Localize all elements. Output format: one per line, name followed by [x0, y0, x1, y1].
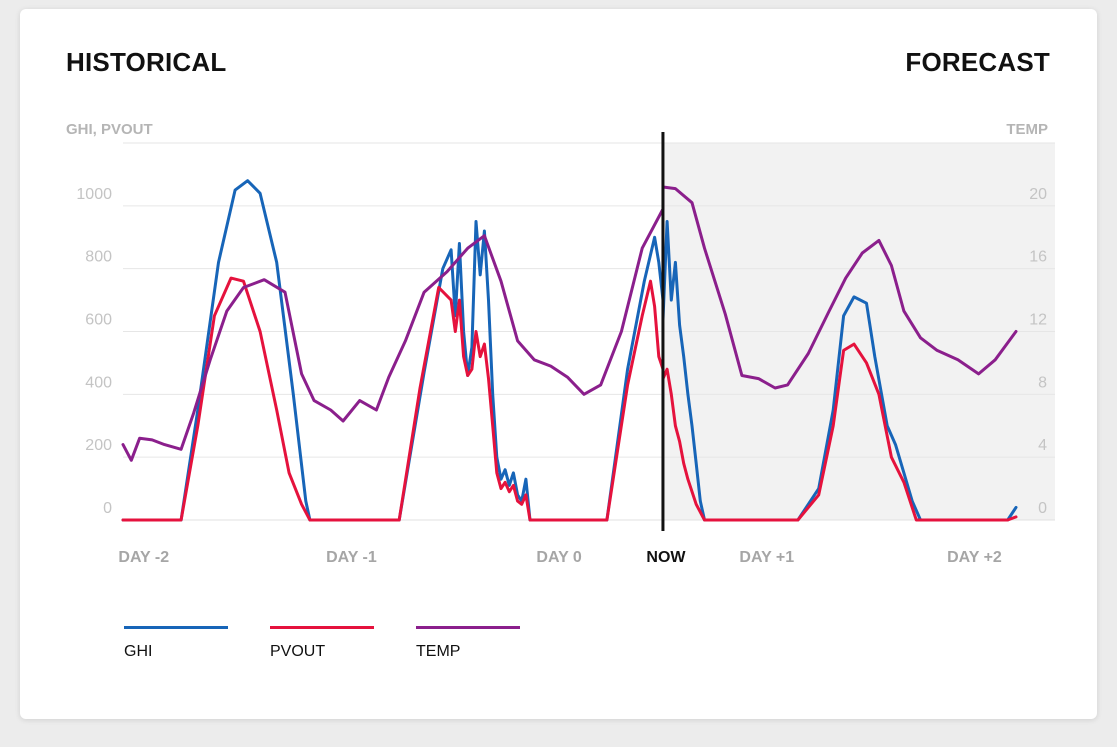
- legend-ghi-line: [124, 626, 228, 629]
- x-tick-label: DAY +2: [947, 549, 1002, 566]
- left-tick-label: 800: [85, 249, 112, 266]
- left-tick-label: 1000: [76, 186, 112, 203]
- pvout-series-line: [121, 276, 1018, 522]
- left-axis-title: GHI, PVOUT: [66, 121, 153, 138]
- legend-temp-label: TEMP: [416, 643, 461, 660]
- right-tick-label: 0: [1038, 500, 1047, 517]
- legend-pvout-line: [270, 626, 374, 629]
- temp-series-line: [121, 185, 1018, 462]
- legend-pvout-label: PVOUT: [270, 643, 326, 660]
- right-tick-label: 8: [1038, 374, 1047, 391]
- legend-temp-line: [416, 626, 520, 629]
- now-label: NOW: [646, 549, 686, 566]
- historical-title: HISTORICAL: [66, 47, 227, 77]
- right-axis-title: TEMP: [1006, 121, 1048, 138]
- right-tick-label: 4: [1038, 437, 1047, 454]
- left-tick-label: 0: [103, 500, 112, 517]
- right-tick-label: 12: [1029, 312, 1047, 329]
- legend-ghi-label: GHI: [124, 643, 153, 660]
- x-tick-label: DAY +1: [739, 549, 794, 566]
- x-tick-label: DAY -2: [118, 549, 169, 566]
- x-tick-label: DAY -1: [326, 549, 377, 566]
- forecast-title: FORECAST: [905, 47, 1050, 77]
- right-tick-label: 16: [1029, 249, 1047, 266]
- left-tick-label: 600: [85, 312, 112, 329]
- left-tick-label: 200: [85, 437, 112, 454]
- x-tick-label: DAY 0: [536, 549, 581, 566]
- left-tick-label: 400: [85, 374, 112, 391]
- right-tick-label: 20: [1029, 186, 1047, 203]
